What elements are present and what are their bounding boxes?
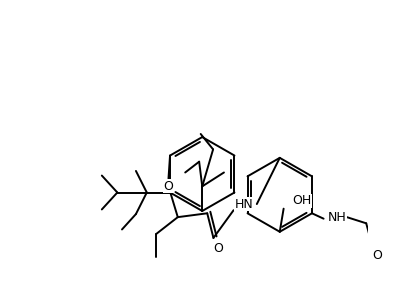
Text: O: O [164,180,173,193]
Text: OH: OH [292,194,311,208]
Text: O: O [372,249,382,262]
Text: HN: HN [235,197,254,211]
Text: O: O [213,242,223,255]
Text: NH: NH [327,211,346,224]
